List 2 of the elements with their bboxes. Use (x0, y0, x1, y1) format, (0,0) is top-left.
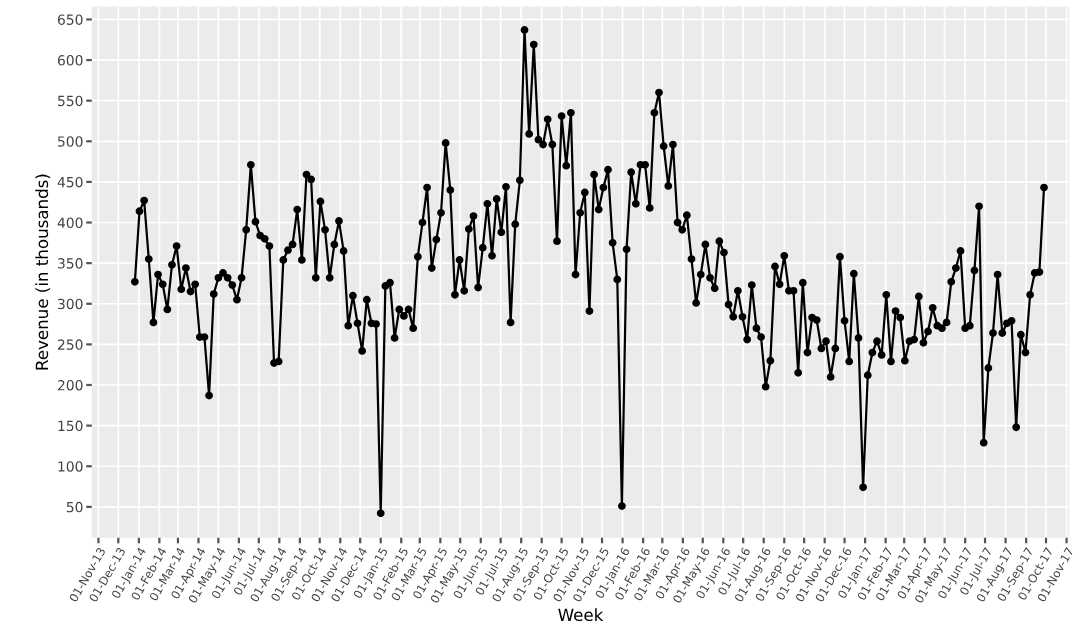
x-axis-title: Week (558, 608, 604, 622)
y-axis-title: Revenue (in thousands) (35, 174, 51, 370)
